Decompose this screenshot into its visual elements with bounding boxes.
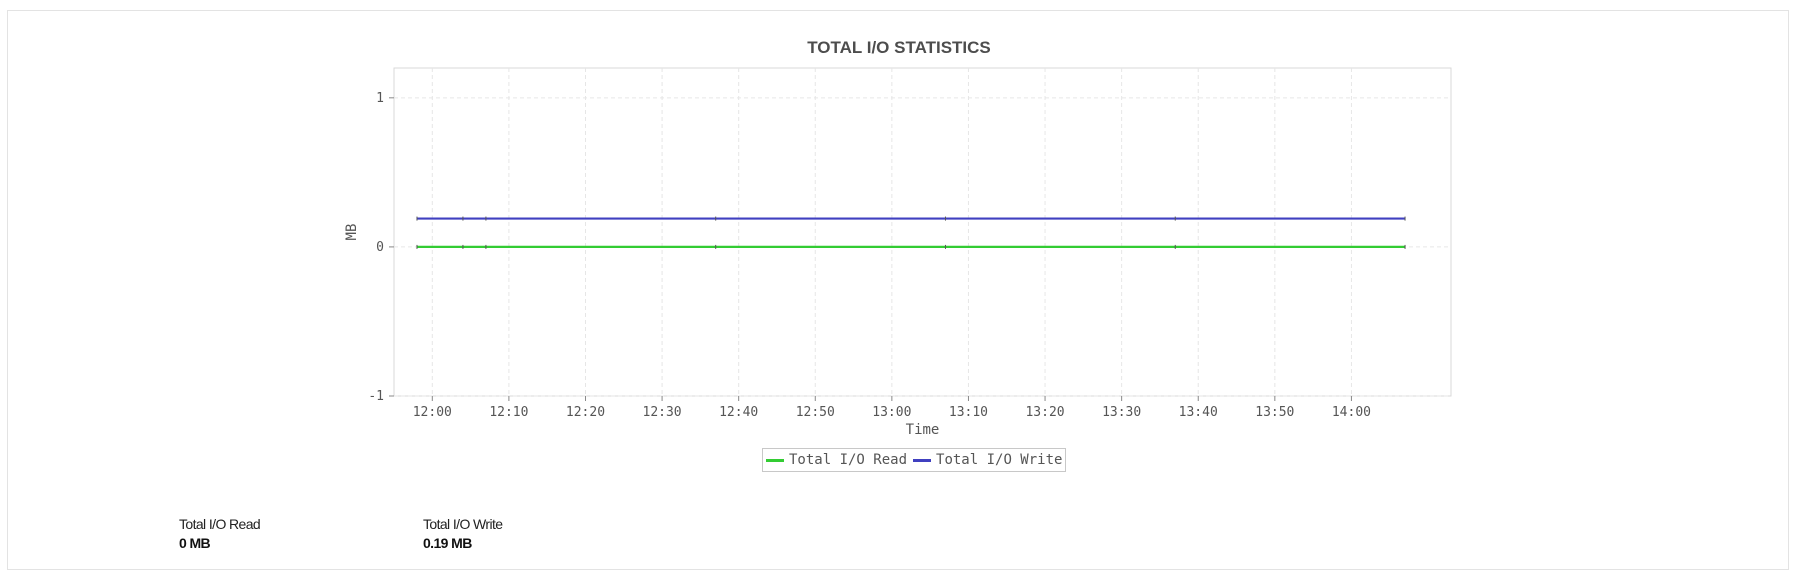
y-tick-label: -1 — [368, 389, 384, 404]
summary-write: Total I/O Write 0.19 MB — [423, 516, 503, 551]
legend-swatch-read — [766, 458, 784, 462]
x-tick-label: 13:50 — [1255, 405, 1294, 420]
x-tick-label: 12:00 — [413, 405, 452, 420]
x-tick-label: 12:40 — [719, 405, 758, 420]
summary-write-value: 0.19 MB — [423, 535, 472, 551]
x-tick-label: 12:30 — [643, 405, 682, 420]
x-tick-label: 13:40 — [1179, 405, 1218, 420]
chart-title: TOTAL I/O STATISTICS — [807, 38, 991, 57]
y-tick-label: 0 — [376, 240, 384, 255]
summary-read: Total I/O Read 0 MB — [179, 516, 261, 551]
legend-swatch-write — [913, 458, 932, 462]
x-tick-label: 13:00 — [872, 405, 911, 420]
grid-lines — [394, 68, 1451, 397]
x-tick-label: 13:20 — [1025, 405, 1064, 420]
chart-legend: Total I/O Read Total I/O Write — [762, 448, 1067, 472]
x-tick-label: 13:10 — [949, 405, 988, 420]
x-tick-label: 14:00 — [1332, 405, 1371, 420]
series-lines — [416, 216, 1406, 249]
y-tick-label: 1 — [376, 91, 384, 106]
legend-item-write[interactable]: Total I/O Write — [913, 452, 1062, 468]
x-tick-label: 12:50 — [796, 405, 835, 420]
legend-label-read: Total I/O Read — [789, 452, 908, 468]
x-tick-label: 12:20 — [566, 405, 605, 420]
plot-area — [393, 67, 1452, 397]
summary-read-value: 0 MB — [179, 535, 211, 551]
x-tick-label: 12:10 — [489, 405, 528, 420]
legend-label-write: Total I/O Write — [936, 452, 1063, 468]
legend-item-read[interactable]: Total I/O Read — [766, 452, 907, 468]
axes: 12:00 12:10 12:20 12:30 12:40 12:50 13:00 13:10… — [368, 91, 1371, 420]
summary-write-label: Total I/O Write — [423, 516, 503, 532]
summary-read-label: Total I/O Read — [179, 516, 261, 532]
x-tick-label: 13:30 — [1102, 405, 1141, 420]
x-axis-label: Time — [906, 422, 940, 438]
y-axis-label: MB — [344, 224, 360, 241]
